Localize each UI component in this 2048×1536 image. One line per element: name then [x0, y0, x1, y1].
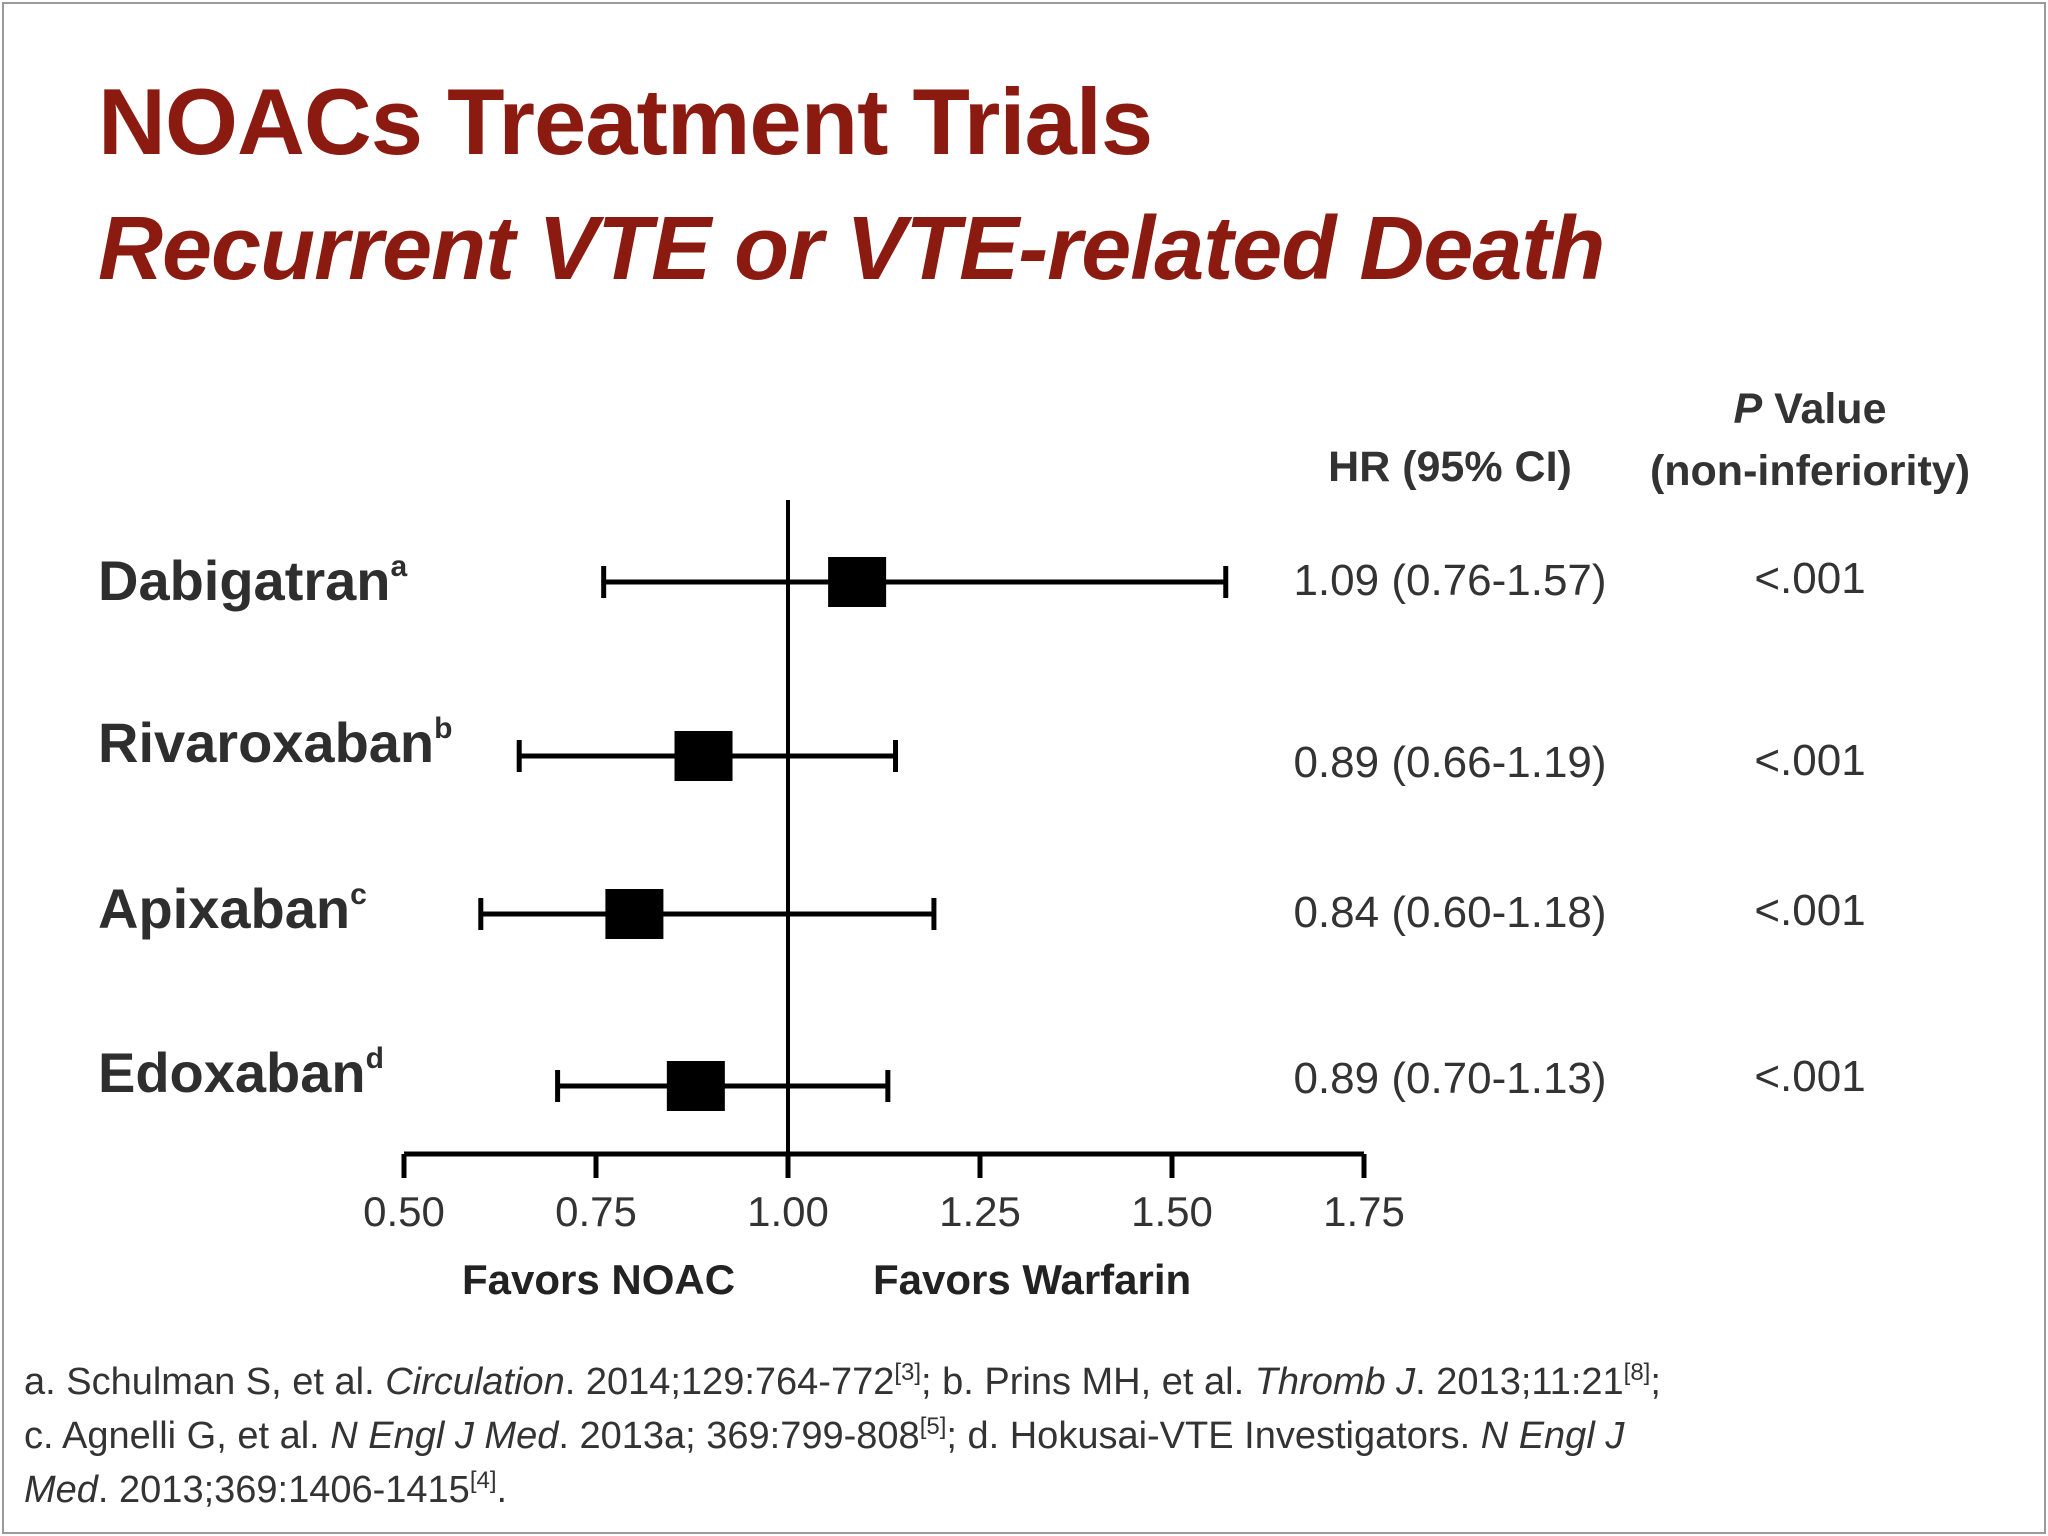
- hr-column-header: HR (95% CI): [1328, 443, 1572, 491]
- trial-label-apixaban: Apixabanc: [98, 877, 367, 940]
- references-footnote: a. Schulman S, et al. Circulation. 2014;…: [24, 1359, 1661, 1512]
- hr-value-edoxaban: 0.89 (0.70-1.13): [1293, 1054, 1607, 1103]
- x-tick-label: 1.00: [747, 1188, 829, 1235]
- point-estimate-marker: [605, 889, 664, 939]
- point-estimate-marker: [666, 1061, 725, 1111]
- p-value-rivaroxaban: <.001: [1754, 736, 1866, 785]
- slide-title: NOACs Treatment Trials: [98, 69, 1153, 174]
- favors-noac-label: Favors NOAC: [462, 1256, 736, 1303]
- point-estimate-marker: [674, 731, 733, 781]
- x-tick-label: 0.75: [555, 1188, 637, 1235]
- x-tick-label: 1.75: [1323, 1188, 1405, 1235]
- favors-warfarin-label: Favors Warfarin: [873, 1256, 1192, 1303]
- p-value-apixaban: <.001: [1754, 886, 1866, 935]
- trial-label-rivaroxaban: Rivaroxabanb: [98, 711, 453, 774]
- p-header-line2: (non-inferiority): [1649, 447, 1971, 495]
- p-value-dabigatran: <.001: [1754, 554, 1866, 603]
- x-tick-label: 1.50: [1131, 1188, 1213, 1235]
- p-value-edoxaban: <.001: [1754, 1052, 1866, 1101]
- x-tick-label: 0.50: [363, 1188, 445, 1235]
- p-header-italic: P: [1733, 385, 1763, 433]
- trial-label-edoxaban: Edoxaband: [98, 1041, 384, 1104]
- x-tick-label: 1.25: [939, 1188, 1021, 1235]
- point-estimate-marker: [828, 557, 887, 607]
- p-value-column-header: P Value (non-inferiority): [1620, 378, 2000, 502]
- p-header-rest: Value: [1762, 385, 1887, 433]
- hr-value-dabigatran: 1.09 (0.76-1.57): [1293, 556, 1607, 605]
- hr-value-apixaban: 0.84 (0.60-1.18): [1293, 888, 1607, 937]
- trial-label-dabigatran: Dabigatrana: [98, 549, 408, 612]
- hr-value-rivaroxaban: 0.89 (0.66-1.19): [1293, 738, 1607, 787]
- slide-subtitle: Recurrent VTE or VTE-related Death: [98, 199, 1605, 299]
